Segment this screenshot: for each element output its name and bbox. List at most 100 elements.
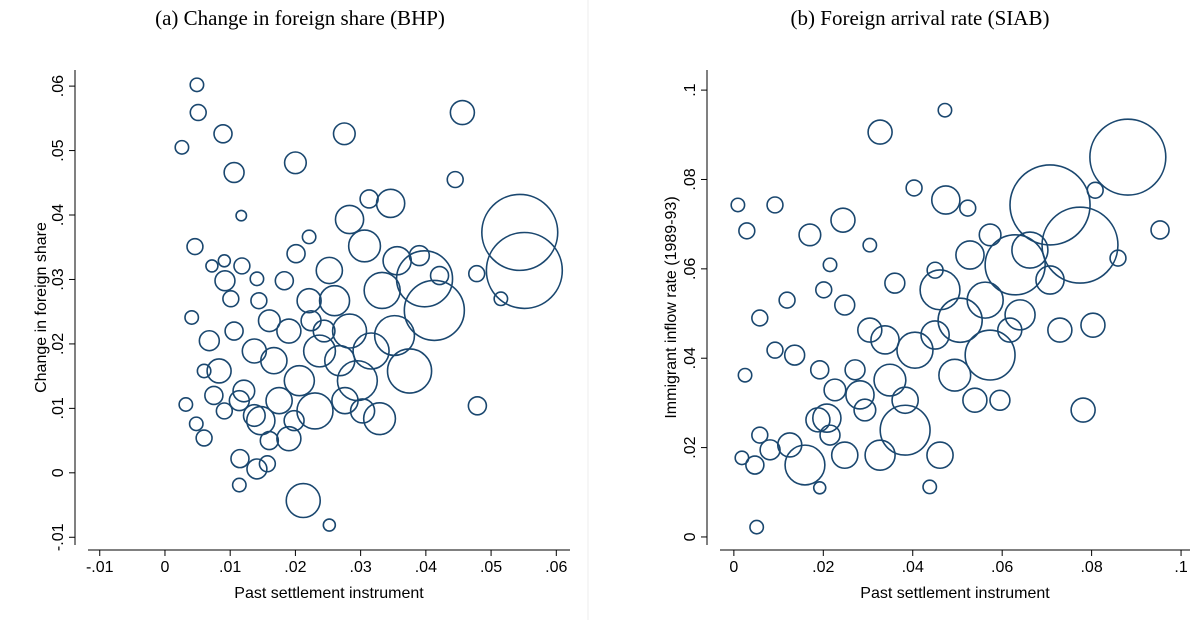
- x-tick-label: 0: [161, 559, 170, 576]
- bubble: [249, 271, 265, 287]
- bubble: [1089, 118, 1167, 196]
- bubble: [195, 429, 213, 447]
- bubble: [213, 124, 233, 144]
- bubble: [323, 344, 356, 377]
- bubble: [955, 240, 985, 270]
- x-tick-label: .08: [1080, 559, 1102, 576]
- bubble: [246, 458, 268, 480]
- y-tick-label: 0: [682, 532, 699, 541]
- bubble: [766, 341, 784, 359]
- bubble: [300, 309, 322, 332]
- bubble: [778, 291, 796, 309]
- bubble: [222, 290, 240, 308]
- bubble: [989, 389, 1011, 411]
- y-tick-label: .03: [50, 268, 67, 290]
- x-tick-label: .04: [415, 559, 437, 576]
- bubble: [259, 430, 280, 451]
- bubble: [276, 425, 302, 452]
- bubble: [283, 409, 305, 432]
- bubble: [937, 102, 953, 118]
- bubble: [845, 379, 875, 410]
- bubble: [926, 441, 954, 470]
- y-tick-label: .1: [682, 83, 699, 96]
- bubble: [830, 441, 859, 470]
- bubble: [257, 309, 281, 333]
- bubble: [285, 482, 322, 519]
- bubble: [301, 229, 317, 245]
- bubble: [745, 455, 765, 475]
- y-tick-label: .04: [50, 204, 67, 226]
- bubble: [217, 253, 232, 268]
- bubble: [302, 334, 337, 368]
- x-axis-label: Past settlement instrument: [860, 585, 1050, 602]
- bubble: [188, 416, 204, 432]
- x-tick-label: .02: [284, 559, 306, 576]
- bubble: [363, 271, 401, 310]
- bubble: [834, 294, 856, 316]
- y-tick-label: .05: [50, 139, 67, 161]
- x-tick-label: .01: [219, 559, 241, 576]
- bubble: [822, 257, 838, 273]
- bubble: [349, 398, 376, 424]
- y-tick-label: .02: [682, 436, 699, 458]
- bubble: [429, 265, 450, 286]
- bubble: [920, 320, 950, 350]
- bubble: [879, 404, 931, 456]
- bubble: [230, 448, 250, 469]
- bubble: [283, 364, 316, 397]
- bubble: [250, 291, 268, 310]
- bubble: [1070, 397, 1096, 423]
- bubble: [853, 398, 877, 422]
- bubble: [242, 403, 266, 428]
- bubble: [233, 257, 251, 275]
- bubble: [984, 234, 1046, 296]
- bubble: [184, 309, 200, 325]
- bubble: [978, 223, 1002, 247]
- bubble: [891, 386, 920, 415]
- bubble: [812, 481, 827, 495]
- bubble: [962, 387, 988, 414]
- bubble: [186, 237, 204, 256]
- bubble: [749, 519, 765, 535]
- bubble: [938, 358, 972, 392]
- bubble: [737, 367, 753, 383]
- bubble: [905, 179, 923, 197]
- bubble: [347, 229, 382, 263]
- bubble: [493, 291, 509, 307]
- bubble: [467, 264, 486, 283]
- bubble: [331, 386, 359, 415]
- bubble: [375, 188, 406, 219]
- bubble: [352, 332, 390, 370]
- x-tick-label: 0: [729, 559, 738, 576]
- bubble: [214, 270, 236, 292]
- bubble: [1109, 249, 1127, 267]
- bubble: [776, 432, 803, 458]
- bubble: [1004, 299, 1036, 331]
- bubble: [959, 199, 977, 217]
- bubble: [481, 193, 559, 272]
- x-tick-label: -.01: [86, 559, 114, 576]
- y-axis-label: Immigrant inflow rate (1989-93): [663, 196, 680, 418]
- bubble: [812, 403, 842, 433]
- bubble: [759, 439, 781, 461]
- bubble: [386, 348, 433, 394]
- bubble: [260, 346, 288, 375]
- bubble: [408, 244, 431, 267]
- x-tick-label: .04: [902, 559, 924, 576]
- bubble: [362, 402, 397, 436]
- bubble: [922, 479, 938, 495]
- bubble: [315, 256, 344, 285]
- bubble: [359, 189, 379, 209]
- bubble: [224, 321, 244, 341]
- bubble: [819, 424, 841, 446]
- chart-title: (a) Change in foreign share (BHP): [155, 6, 445, 30]
- bubble: [322, 518, 337, 532]
- bubble: [232, 379, 256, 403]
- bubble: [937, 297, 983, 344]
- bubble: [235, 209, 248, 222]
- bubble: [996, 317, 1023, 343]
- bubble: [318, 284, 351, 317]
- x-tick-label: .06: [991, 559, 1013, 576]
- bubble: [332, 122, 356, 146]
